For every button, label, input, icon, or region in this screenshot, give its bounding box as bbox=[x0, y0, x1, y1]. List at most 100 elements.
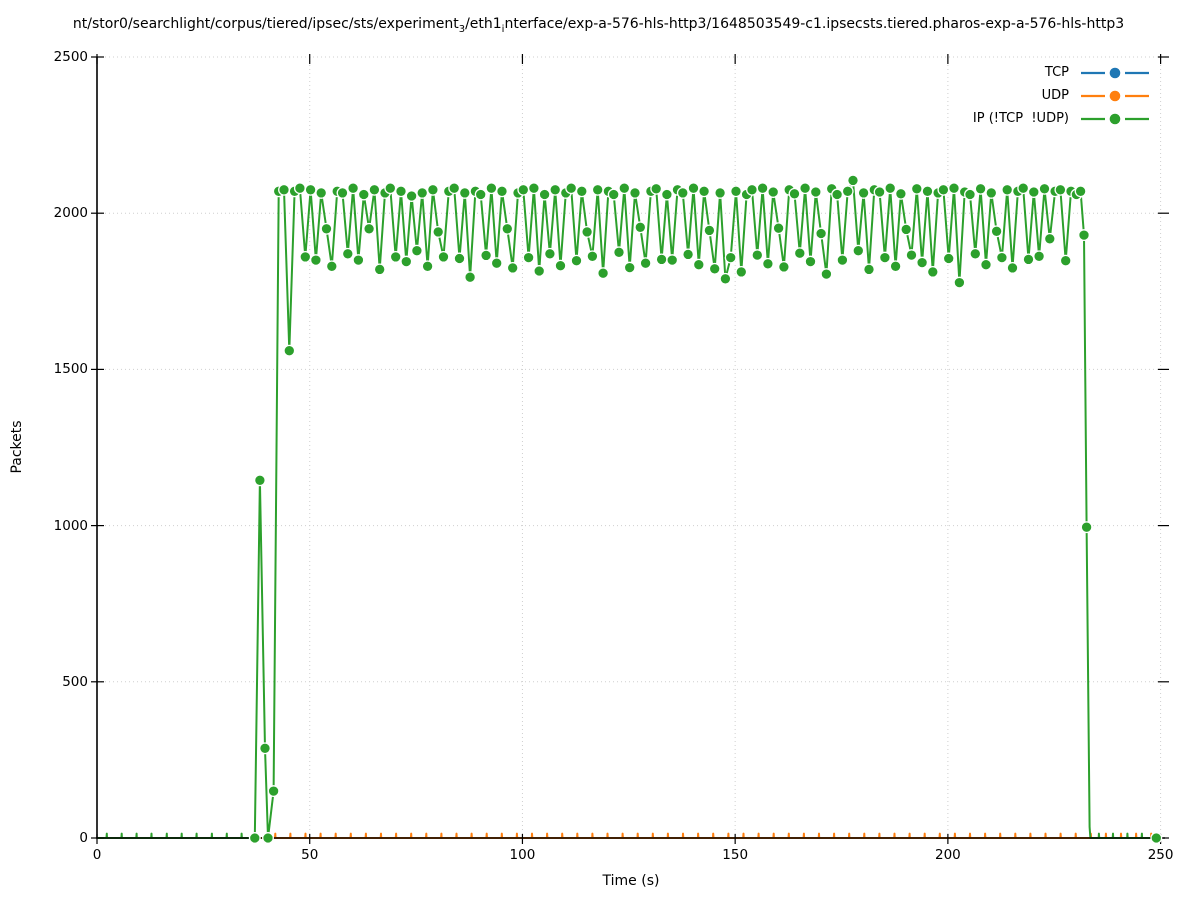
data-point-marker bbox=[325, 260, 338, 273]
data-point-marker bbox=[538, 188, 551, 201]
data-point-marker bbox=[719, 272, 732, 285]
data-point-marker bbox=[910, 182, 923, 195]
data-point-marker bbox=[474, 188, 487, 201]
data-point-marker bbox=[501, 222, 514, 235]
data-point-marker bbox=[267, 785, 280, 798]
data-point-marker bbox=[496, 185, 508, 198]
data-point-marker bbox=[283, 344, 296, 357]
data-point-marker bbox=[730, 185, 742, 198]
axes-spines bbox=[96, 57, 1165, 839]
data-point-marker bbox=[395, 185, 407, 198]
data-point-marker bbox=[410, 244, 423, 257]
data-point-marker bbox=[278, 183, 290, 196]
data-point-marker bbox=[384, 182, 397, 195]
data-point-marker bbox=[772, 222, 785, 235]
data-point-marker bbox=[756, 182, 769, 195]
data-point-marker bbox=[570, 254, 583, 267]
data-point-marker bbox=[873, 186, 886, 198]
data-point-marker bbox=[639, 257, 652, 270]
data-point-marker bbox=[597, 267, 610, 280]
x-axis-title: Time (s) bbox=[602, 873, 660, 889]
data-point-marker bbox=[405, 190, 418, 202]
data-point-marker bbox=[1033, 250, 1046, 263]
data-point-marker bbox=[517, 183, 530, 196]
data-point-marker bbox=[746, 183, 758, 196]
data-point-marker bbox=[884, 182, 897, 195]
data-point-marker bbox=[905, 249, 918, 262]
data-point-marker bbox=[788, 187, 801, 200]
data-point-marker bbox=[549, 183, 562, 196]
legend-entry: TCP bbox=[1045, 61, 1151, 84]
data-point-marker bbox=[453, 252, 466, 265]
data-point-marker bbox=[751, 249, 764, 262]
data-point-marker bbox=[448, 182, 461, 195]
data-point-marker bbox=[841, 185, 854, 198]
data-point-marker bbox=[937, 183, 950, 196]
data-point-marker bbox=[565, 182, 578, 195]
legend-marker-icon bbox=[1109, 113, 1121, 124]
data-point-marker bbox=[692, 258, 705, 271]
data-point-marker bbox=[1027, 186, 1040, 198]
y-tick-label: 2500 bbox=[53, 49, 88, 65]
legend-line-sample bbox=[1081, 113, 1149, 124]
data-point-marker bbox=[389, 250, 402, 263]
data-point-marker bbox=[1080, 521, 1093, 534]
data-point-marker bbox=[629, 186, 641, 199]
data-point-marker bbox=[543, 247, 556, 260]
data-point-marker bbox=[676, 186, 689, 199]
data-point-marker bbox=[259, 742, 271, 755]
data-point-marker bbox=[990, 225, 1003, 238]
legend-line-sample bbox=[1081, 90, 1149, 101]
data-point-marker bbox=[921, 185, 934, 198]
data-point-marker bbox=[852, 244, 865, 257]
data-point-marker bbox=[320, 222, 333, 235]
data-point-marker bbox=[341, 247, 354, 260]
y-tick-label: 2000 bbox=[53, 205, 88, 222]
data-point-marker bbox=[613, 246, 625, 259]
x-tick-label: 50 bbox=[301, 847, 319, 863]
x-tick-label: 100 bbox=[509, 847, 536, 863]
data-point-marker bbox=[836, 254, 849, 267]
series-markers-ip-tcp-udp- bbox=[248, 174, 1163, 844]
data-point-marker bbox=[735, 265, 748, 278]
data-point-marker bbox=[761, 257, 774, 270]
legend-marker-icon bbox=[1109, 67, 1121, 78]
chart-title-text: nterface/exp-a-576-hls-http3/1648503549-… bbox=[504, 16, 1125, 32]
chart-title-text: nt/stor0/searchlight/corpus/tiered/ipsec… bbox=[72, 16, 459, 32]
data-point-marker bbox=[426, 183, 439, 196]
data-point-marker bbox=[1001, 183, 1014, 196]
data-point-marker bbox=[480, 249, 493, 262]
data-point-marker bbox=[942, 252, 955, 265]
data-point-marker bbox=[660, 188, 673, 201]
chart-title-subscript: 3 bbox=[458, 23, 466, 35]
data-point-marker bbox=[655, 253, 668, 266]
data-point-marker bbox=[368, 183, 381, 196]
data-point-marker bbox=[793, 247, 806, 260]
data-point-marker bbox=[421, 260, 434, 273]
data-point-marker bbox=[248, 832, 261, 844]
data-point-marker bbox=[777, 260, 790, 273]
x-tick-label: 200 bbox=[934, 847, 961, 863]
series-layer bbox=[97, 179, 1161, 839]
data-point-marker bbox=[926, 265, 939, 278]
data-point-marker bbox=[767, 186, 780, 198]
data-point-marker bbox=[916, 256, 929, 269]
data-point-marker bbox=[253, 474, 266, 487]
data-point-marker bbox=[974, 182, 987, 195]
data-point-marker bbox=[831, 188, 844, 201]
y-tick-label: 500 bbox=[62, 673, 88, 690]
data-point-marker bbox=[1017, 182, 1030, 195]
legend-marker-icon bbox=[1109, 90, 1121, 101]
data-point-marker bbox=[591, 183, 604, 196]
data-point-marker bbox=[863, 263, 875, 276]
data-point-marker bbox=[995, 251, 1008, 264]
data-point-marker bbox=[299, 250, 312, 263]
data-point-marker bbox=[336, 186, 349, 199]
data-point-marker bbox=[623, 261, 636, 274]
legend-label: TCP bbox=[1044, 65, 1069, 80]
data-point-marker bbox=[1043, 232, 1056, 245]
chart-title: nt/stor0/searchlight/corpus/tiered/ipsec… bbox=[73, 16, 1124, 35]
data-point-marker bbox=[586, 250, 599, 263]
